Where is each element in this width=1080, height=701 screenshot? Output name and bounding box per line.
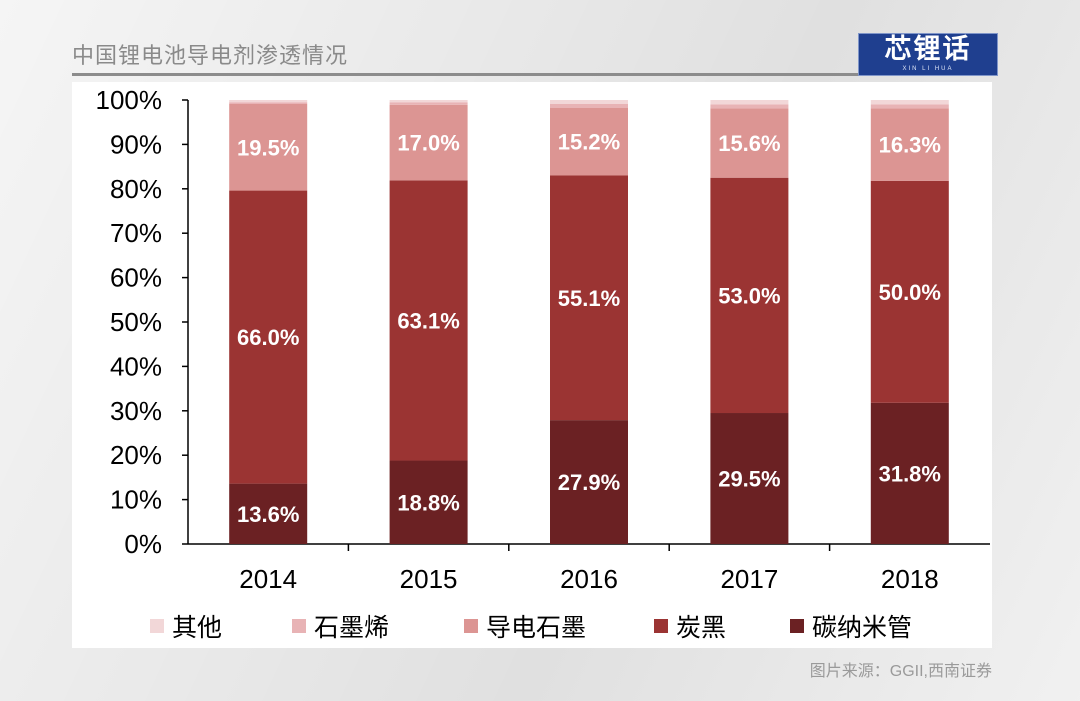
stacked-bar-chart: 0% 10% 20% 30% 40% 50% 60% 70% 80% 90% 100% 13.6% 66… (96, 85, 990, 642)
data-label: 17.0% (397, 131, 459, 156)
y-tick-label: 70% (110, 218, 162, 248)
bar-segment (870, 108, 949, 181)
bar-segment (229, 190, 308, 484)
data-label: 19.5% (237, 135, 299, 160)
data-label: 63.1% (397, 308, 459, 333)
data-label: 18.8% (397, 490, 459, 515)
bar-segment (550, 100, 628, 104)
bar-segment (870, 100, 949, 105)
y-tick-label: 100% (96, 85, 163, 115)
data-label: 53.0% (718, 283, 780, 308)
legend-label: 炭黑 (676, 613, 726, 642)
bar-segment (870, 180, 949, 403)
x-tick-label: 2014 (239, 564, 297, 594)
data-label: 50.0% (879, 280, 941, 305)
y-tick-label: 30% (110, 396, 162, 426)
bar-segment (229, 103, 308, 191)
y-tick-label: 10% (110, 485, 162, 515)
bar-segment (550, 103, 628, 108)
legend-label: 导电石墨 (486, 613, 586, 642)
legend-label: 其他 (172, 613, 222, 642)
data-label: 29.5% (718, 467, 780, 492)
bar-segment (550, 175, 628, 421)
data-label: 31.8% (879, 461, 941, 486)
legend-swatch (150, 619, 164, 633)
y-tick-label: 40% (110, 351, 162, 381)
bar-segment (229, 102, 308, 104)
data-label: 13.6% (237, 502, 299, 527)
legend-swatch (464, 619, 478, 633)
bar-segment (389, 102, 468, 105)
bar-segment (229, 100, 308, 103)
y-tick-label: 60% (110, 263, 162, 293)
bar-segment (710, 104, 789, 109)
bar-segment (710, 100, 789, 105)
title-underline (72, 73, 858, 76)
data-label: 55.1% (558, 286, 620, 311)
y-tick-label: 0% (124, 529, 162, 559)
y-tick-label: 80% (110, 174, 162, 204)
logo-subtext: XIN LI HUA (902, 66, 954, 72)
bar-segment (710, 177, 789, 414)
x-tick-label: 2015 (400, 564, 458, 594)
page-title: 中国锂电池导电剂渗透情况 (72, 43, 349, 68)
legend-label: 碳纳米管 (812, 613, 912, 642)
source-note: 图片来源：GGII,西南证券 (809, 663, 992, 680)
x-tick-label: 2016 (560, 564, 618, 594)
y-tick-label: 20% (110, 440, 162, 470)
brand-logo: 芯锂话 XIN LI HUA (858, 33, 998, 76)
data-label: 15.2% (558, 130, 620, 155)
bar-segment (389, 460, 468, 544)
bar-segment (550, 420, 628, 544)
legend-label: 石墨烯 (314, 613, 389, 642)
bar-segment (550, 107, 628, 176)
y-tick-label: 90% (110, 129, 162, 159)
data-label: 27.9% (558, 470, 620, 495)
chart-panel: 0% 10% 20% 30% 40% 50% 60% 70% 80% 90% 100% 13.6% 66… (72, 82, 992, 648)
y-tick-label: 50% (110, 307, 162, 337)
bar-segment (229, 483, 308, 544)
logo-text: 芯锂话 (884, 34, 972, 64)
bar-segment (870, 104, 949, 109)
x-tick-label: 2018 (881, 564, 939, 594)
bar-segment (870, 402, 949, 544)
data-label: 15.6% (718, 131, 780, 156)
bar-segment (389, 180, 468, 461)
bar-segment (389, 100, 468, 103)
bar-segment (710, 108, 789, 178)
bar-segment (710, 413, 789, 544)
legend-swatch (790, 619, 804, 633)
legend-swatch (292, 619, 306, 633)
legend-swatch (654, 619, 668, 633)
bar-segment (389, 104, 468, 181)
data-label: 66.0% (237, 325, 299, 350)
data-label: 16.3% (879, 133, 941, 158)
x-tick-label: 2017 (720, 564, 778, 594)
